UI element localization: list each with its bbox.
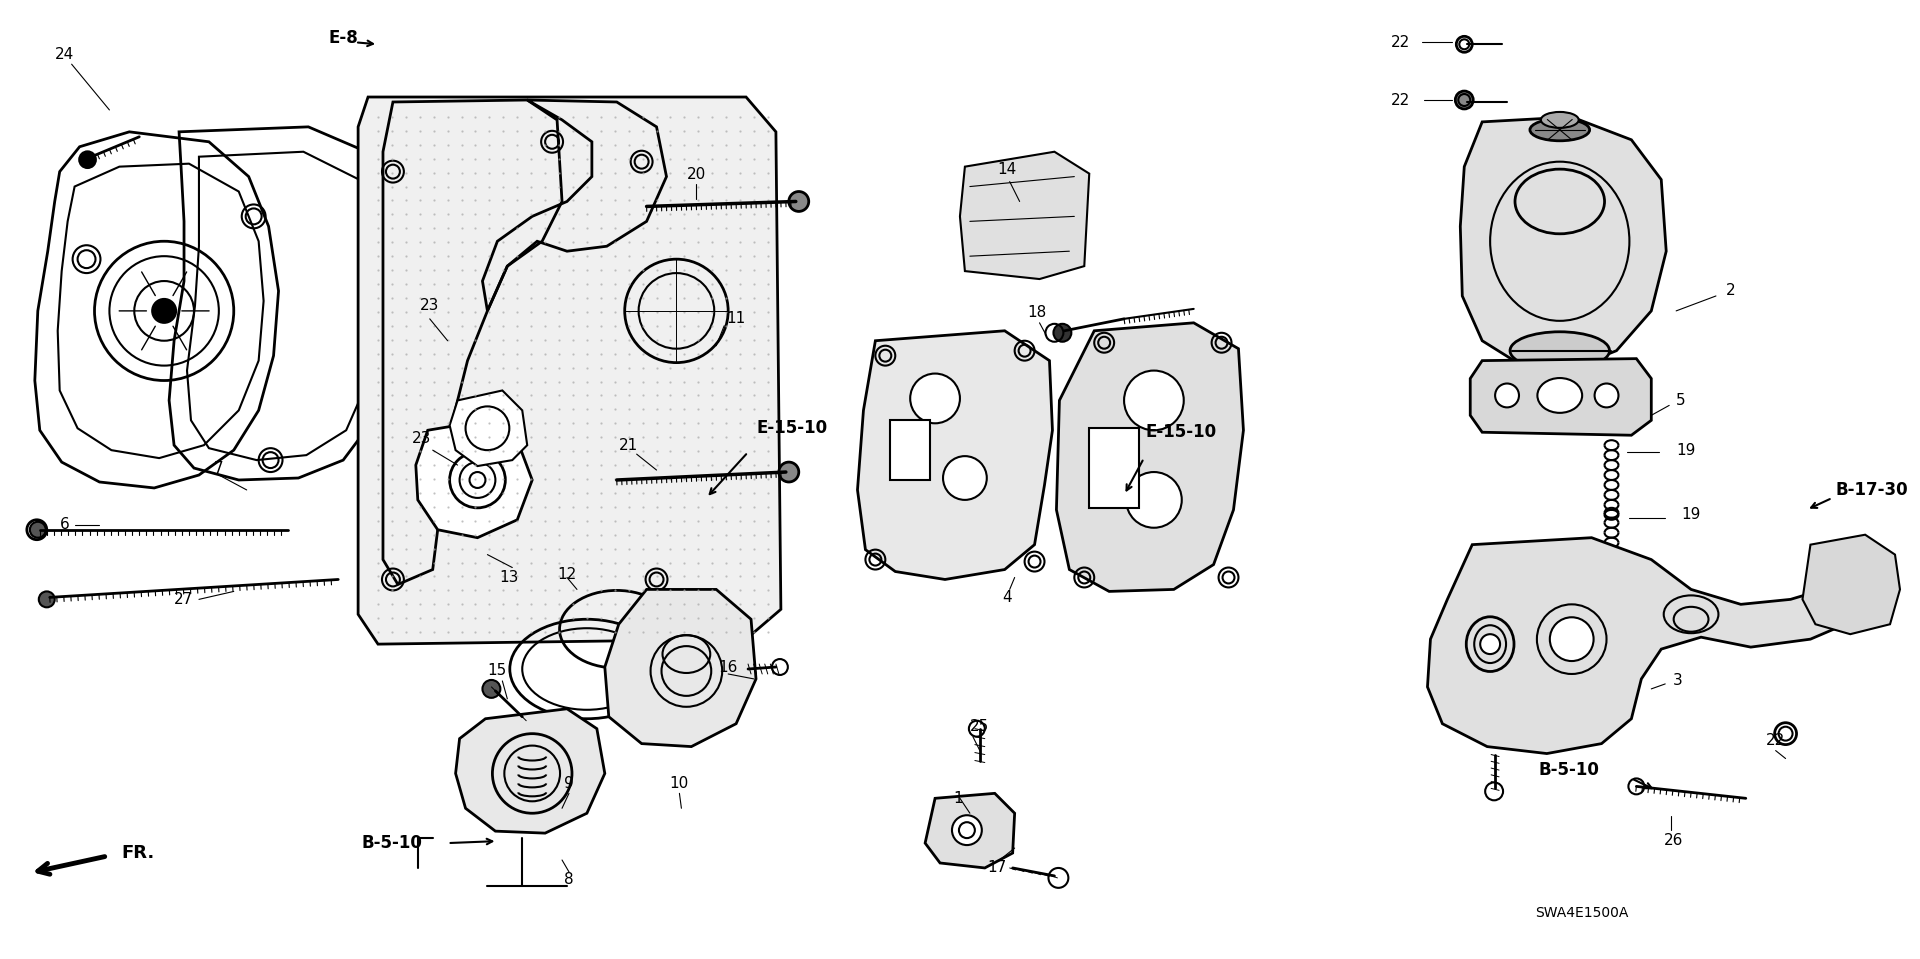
Text: 14: 14	[996, 162, 1016, 177]
Text: 22: 22	[1392, 92, 1411, 107]
Text: B-5-10: B-5-10	[361, 834, 422, 853]
Circle shape	[152, 299, 177, 323]
Circle shape	[482, 680, 501, 698]
Text: 23: 23	[420, 298, 440, 314]
Polygon shape	[449, 390, 528, 466]
Circle shape	[1549, 618, 1594, 661]
Text: 25: 25	[970, 719, 989, 735]
Text: B-5-10: B-5-10	[1538, 761, 1599, 780]
Ellipse shape	[1509, 332, 1609, 369]
Polygon shape	[858, 331, 1052, 579]
Polygon shape	[1803, 535, 1901, 634]
Text: E-15-10: E-15-10	[756, 419, 828, 437]
Text: 26: 26	[1663, 832, 1682, 848]
Text: 4: 4	[1002, 590, 1012, 605]
Ellipse shape	[1542, 112, 1578, 128]
Circle shape	[1125, 472, 1183, 527]
Polygon shape	[925, 793, 1014, 868]
Polygon shape	[1471, 359, 1651, 435]
Text: 7: 7	[213, 460, 223, 476]
Circle shape	[1480, 634, 1500, 654]
Polygon shape	[455, 709, 605, 833]
Circle shape	[38, 592, 54, 607]
Text: SWA4E1500A: SWA4E1500A	[1534, 905, 1628, 920]
Text: 9: 9	[564, 776, 574, 791]
Text: 12: 12	[557, 567, 576, 582]
Text: 11: 11	[726, 312, 745, 326]
Text: 17: 17	[987, 860, 1006, 876]
Circle shape	[952, 815, 981, 845]
Circle shape	[31, 522, 46, 538]
Polygon shape	[605, 590, 756, 747]
Text: 15: 15	[488, 664, 507, 678]
Text: 23: 23	[413, 431, 432, 446]
Text: 22: 22	[1766, 733, 1786, 748]
Ellipse shape	[1530, 119, 1590, 141]
Text: FR.: FR.	[121, 844, 156, 862]
Circle shape	[1596, 384, 1619, 408]
Text: E-15-10: E-15-10	[1146, 423, 1217, 441]
Polygon shape	[1461, 117, 1667, 368]
Text: 24: 24	[54, 47, 75, 61]
Text: E-8: E-8	[328, 30, 357, 47]
Circle shape	[1123, 370, 1185, 431]
Ellipse shape	[1538, 378, 1582, 413]
Text: 13: 13	[499, 570, 518, 585]
Polygon shape	[1056, 323, 1244, 592]
Circle shape	[943, 456, 987, 500]
Text: 19: 19	[1682, 507, 1701, 523]
Text: 22: 22	[1392, 35, 1411, 50]
Text: 1: 1	[952, 791, 962, 806]
Text: 27: 27	[175, 592, 194, 607]
Circle shape	[789, 192, 808, 211]
Text: 5: 5	[1676, 393, 1686, 408]
Text: 6: 6	[60, 517, 69, 532]
Text: 2: 2	[1726, 284, 1736, 298]
Text: 19: 19	[1676, 443, 1695, 457]
Text: 20: 20	[687, 167, 707, 182]
Circle shape	[910, 374, 960, 423]
Circle shape	[79, 152, 96, 168]
Circle shape	[1054, 324, 1071, 341]
Text: 16: 16	[718, 660, 737, 674]
Bar	[891, 420, 929, 480]
Bar	[1089, 429, 1139, 508]
Polygon shape	[417, 420, 532, 538]
Text: 18: 18	[1027, 305, 1046, 320]
Text: B-17-30: B-17-30	[1836, 481, 1908, 499]
Polygon shape	[960, 152, 1089, 279]
Text: 8: 8	[564, 873, 574, 887]
Text: 3: 3	[1672, 673, 1684, 689]
Text: 21: 21	[618, 437, 637, 453]
Polygon shape	[359, 97, 781, 644]
Circle shape	[780, 462, 799, 482]
Circle shape	[1455, 91, 1473, 109]
Circle shape	[1496, 384, 1519, 408]
Text: 10: 10	[670, 776, 689, 791]
Polygon shape	[1427, 538, 1845, 754]
